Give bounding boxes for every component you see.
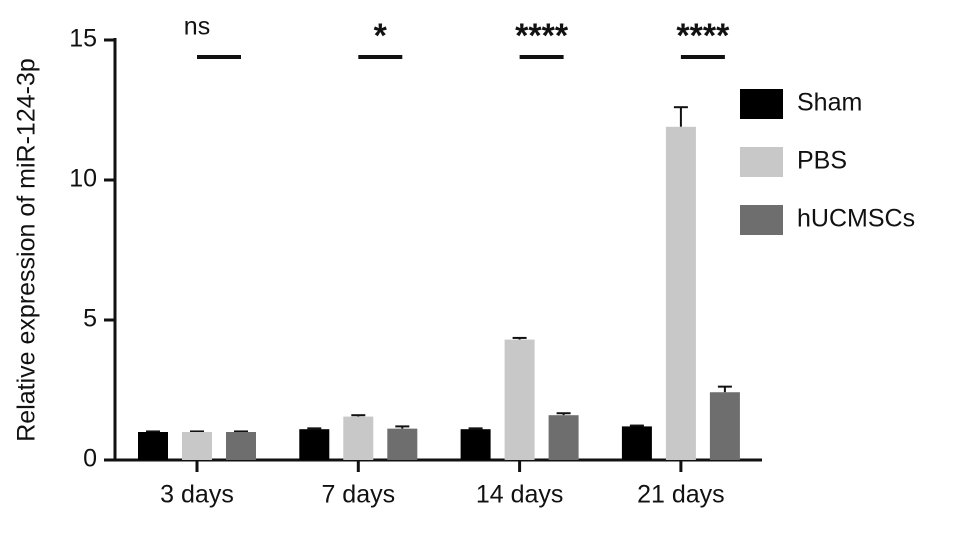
y-tick-label: 15: [69, 25, 97, 53]
bar: [665, 126, 696, 461]
x-tick-label: 7 days: [321, 481, 395, 509]
x-tick-label: 3 days: [160, 481, 234, 509]
significance-label: ****: [515, 17, 569, 55]
legend-label: Sham: [797, 89, 862, 117]
legend-label: PBS: [797, 147, 847, 175]
significance-label: ns: [184, 13, 210, 41]
bar: [138, 432, 168, 460]
legend-label: hUCMSCs: [797, 205, 915, 233]
bar: [226, 432, 256, 460]
legend-swatch: [740, 147, 783, 177]
y-tick-label: 5: [83, 305, 97, 333]
bar: [709, 392, 740, 460]
y-tick-label: 10: [69, 165, 97, 193]
x-tick-label: 14 days: [476, 481, 564, 509]
bar: [299, 429, 330, 460]
bar: [387, 428, 418, 460]
y-tick-label: 0: [83, 445, 97, 473]
significance-label: ****: [676, 17, 730, 55]
legend-swatch: [740, 205, 783, 235]
bar: [621, 426, 652, 460]
x-tick-label: 21 days: [637, 481, 725, 509]
bar: [504, 339, 535, 460]
y-axis-label: Relative expression of miR-124-3p: [13, 58, 41, 442]
bar: [548, 415, 579, 460]
significance-label: *: [374, 17, 388, 55]
bar: [460, 429, 491, 460]
legend-swatch: [740, 89, 783, 119]
bar: [182, 432, 212, 460]
bar: [343, 416, 374, 460]
